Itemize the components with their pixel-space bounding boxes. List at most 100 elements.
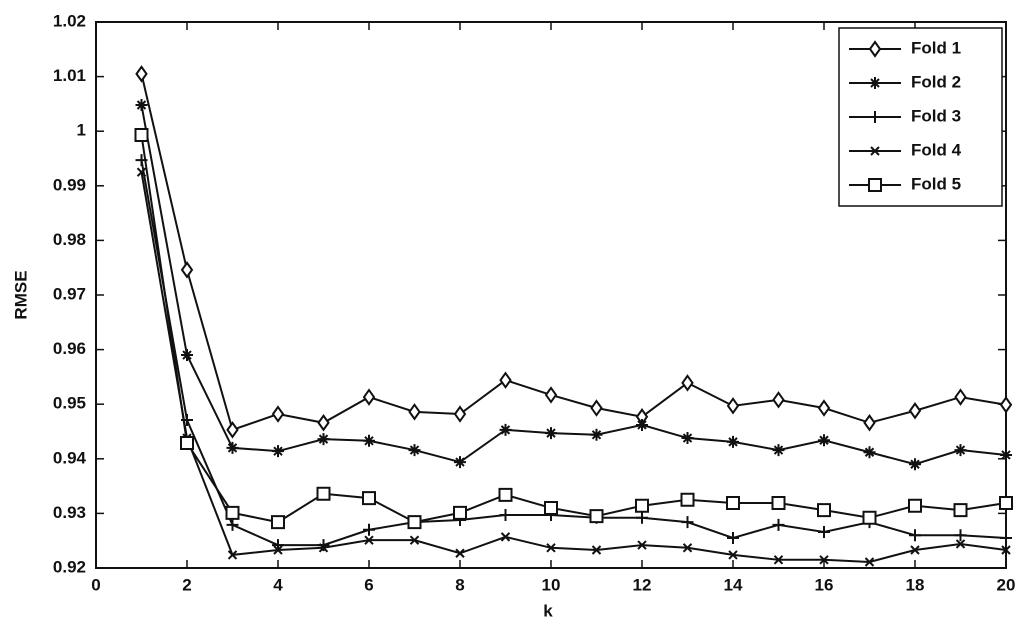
data-point xyxy=(773,497,785,509)
data-point xyxy=(865,416,875,430)
y-tick-label: 0.96 xyxy=(53,339,86,358)
legend-marker xyxy=(869,179,881,191)
data-point xyxy=(727,497,739,509)
data-point xyxy=(864,446,876,458)
data-point xyxy=(727,436,739,448)
data-point xyxy=(454,456,466,468)
x-tick-label: 18 xyxy=(906,575,925,594)
x-tick-label: 14 xyxy=(724,575,743,594)
data-point xyxy=(682,432,694,444)
data-point xyxy=(409,516,421,528)
data-point xyxy=(227,442,239,454)
data-point xyxy=(955,444,967,456)
data-point xyxy=(728,399,738,413)
data-point xyxy=(319,416,329,430)
data-point xyxy=(228,423,238,437)
legend-label: Fold 4 xyxy=(911,140,962,159)
data-point xyxy=(636,419,648,431)
data-point xyxy=(1000,532,1012,544)
data-point xyxy=(592,401,602,415)
data-point xyxy=(318,488,330,500)
y-tick-label: 0.94 xyxy=(53,448,87,467)
data-point xyxy=(500,424,512,436)
data-point xyxy=(818,434,830,446)
data-point xyxy=(410,405,420,419)
y-tick-label: 0.95 xyxy=(53,394,86,413)
data-point xyxy=(1001,398,1011,412)
x-tick-label: 8 xyxy=(455,575,464,594)
data-point xyxy=(318,539,330,551)
data-point xyxy=(227,507,239,519)
data-point xyxy=(454,507,466,519)
x-tick-label: 2 xyxy=(182,575,191,594)
data-point xyxy=(636,500,648,512)
data-point xyxy=(501,373,511,387)
data-point xyxy=(272,516,284,528)
data-point xyxy=(773,519,785,531)
data-point xyxy=(181,437,193,449)
legend-label: Fold 1 xyxy=(911,38,961,57)
series-line xyxy=(142,160,1007,545)
data-point xyxy=(909,500,921,512)
x-tick-label: 20 xyxy=(997,575,1016,594)
data-point xyxy=(909,458,921,470)
data-point xyxy=(636,512,648,524)
data-point xyxy=(682,516,694,528)
data-point xyxy=(1000,497,1012,509)
data-point xyxy=(137,67,147,81)
x-tick-label: 6 xyxy=(364,575,373,594)
series-line xyxy=(142,172,1007,562)
data-point xyxy=(227,519,239,531)
data-point xyxy=(546,388,556,402)
y-tick-label: 1.02 xyxy=(53,11,86,30)
x-tick-label: 4 xyxy=(273,575,283,594)
data-point xyxy=(818,526,830,538)
y-tick-label: 0.97 xyxy=(53,284,86,303)
y-tick-label: 0.92 xyxy=(53,557,86,576)
data-point xyxy=(774,393,784,407)
legend-label: Fold 2 xyxy=(911,72,961,91)
data-point xyxy=(819,401,829,415)
data-point xyxy=(683,376,693,390)
data-point xyxy=(955,504,967,516)
data-point xyxy=(500,489,512,501)
data-point xyxy=(818,504,830,516)
data-point xyxy=(955,529,967,541)
data-point xyxy=(363,435,375,447)
data-point xyxy=(956,390,966,404)
data-point xyxy=(409,444,421,456)
data-point xyxy=(773,444,785,456)
data-point xyxy=(682,494,694,506)
data-point xyxy=(455,407,465,421)
data-point xyxy=(545,502,557,514)
x-tick-label: 12 xyxy=(633,575,652,594)
data-point xyxy=(273,407,283,421)
data-point xyxy=(864,512,876,524)
data-point xyxy=(364,390,374,404)
x-axis-label: k xyxy=(543,601,553,620)
data-point xyxy=(727,532,739,544)
data-point xyxy=(136,99,148,111)
data-point xyxy=(136,129,148,141)
x-tick-label: 16 xyxy=(815,575,834,594)
data-point xyxy=(591,510,603,522)
x-tick-label: 0 xyxy=(91,575,100,594)
data-point xyxy=(500,509,512,521)
data-point xyxy=(363,524,375,536)
data-point xyxy=(910,404,920,418)
x-tick-label: 10 xyxy=(542,575,561,594)
legend-label: Fold 3 xyxy=(911,106,961,125)
y-tick-label: 0.98 xyxy=(53,230,86,249)
y-axis-label: RMSE xyxy=(11,270,30,319)
data-point xyxy=(545,427,557,439)
data-point xyxy=(909,529,921,541)
data-point xyxy=(591,429,603,441)
data-point xyxy=(272,445,284,457)
data-point xyxy=(182,263,192,277)
y-tick-label: 1.01 xyxy=(53,66,86,85)
y-tick-label: 0.99 xyxy=(53,175,86,194)
legend-label: Fold 5 xyxy=(911,174,961,193)
chart: k RMSE 024681012141618200.920.930.940.95… xyxy=(0,0,1021,626)
data-point xyxy=(363,492,375,504)
data-point xyxy=(181,349,193,361)
